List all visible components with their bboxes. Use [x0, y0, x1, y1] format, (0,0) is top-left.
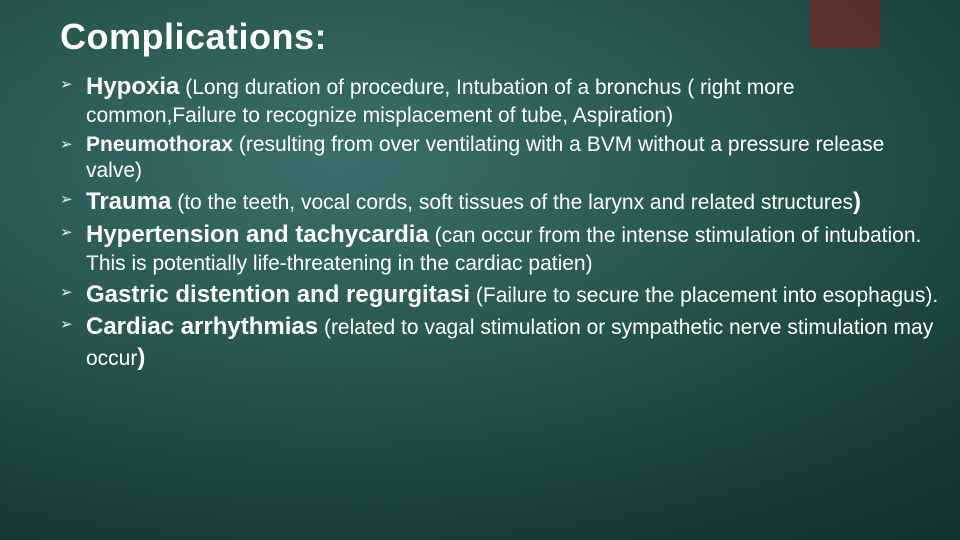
- slide-body: Complications: Hypoxia (Long duration of…: [0, 0, 960, 374]
- list-item: Gastric distention and regurgitasi (Fail…: [60, 280, 942, 311]
- item-term: Cardiac arrhythmias: [86, 313, 318, 340]
- item-detail: (Long duration of procedure, Intubation …: [86, 76, 795, 127]
- list-item: Pneumothorax (resulting from over ventil…: [60, 132, 942, 186]
- item-term: Hypertension and tachycardia: [86, 221, 429, 248]
- accent-tab: [810, 0, 880, 48]
- item-term: Pneumothorax: [86, 133, 233, 156]
- item-term: Trauma: [86, 188, 171, 215]
- list-item: Cardiac arrhythmias (related to vagal st…: [60, 312, 942, 373]
- list-item: Trauma (to the teeth, vocal cords, soft …: [60, 187, 942, 218]
- complications-list: Hypoxia (Long duration of procedure, Int…: [60, 72, 942, 374]
- list-item: Hypoxia (Long duration of procedure, Int…: [60, 72, 942, 130]
- list-item: Hypertension and tachycardia (can occur …: [60, 220, 942, 278]
- item-detail: (Failure to secure the placement into es…: [470, 284, 938, 307]
- item-term: Hypoxia: [86, 73, 179, 100]
- item-term: Gastric distention and regurgitasi: [86, 281, 470, 308]
- item-detail: (to the teeth, vocal cords, soft tissues…: [171, 191, 861, 214]
